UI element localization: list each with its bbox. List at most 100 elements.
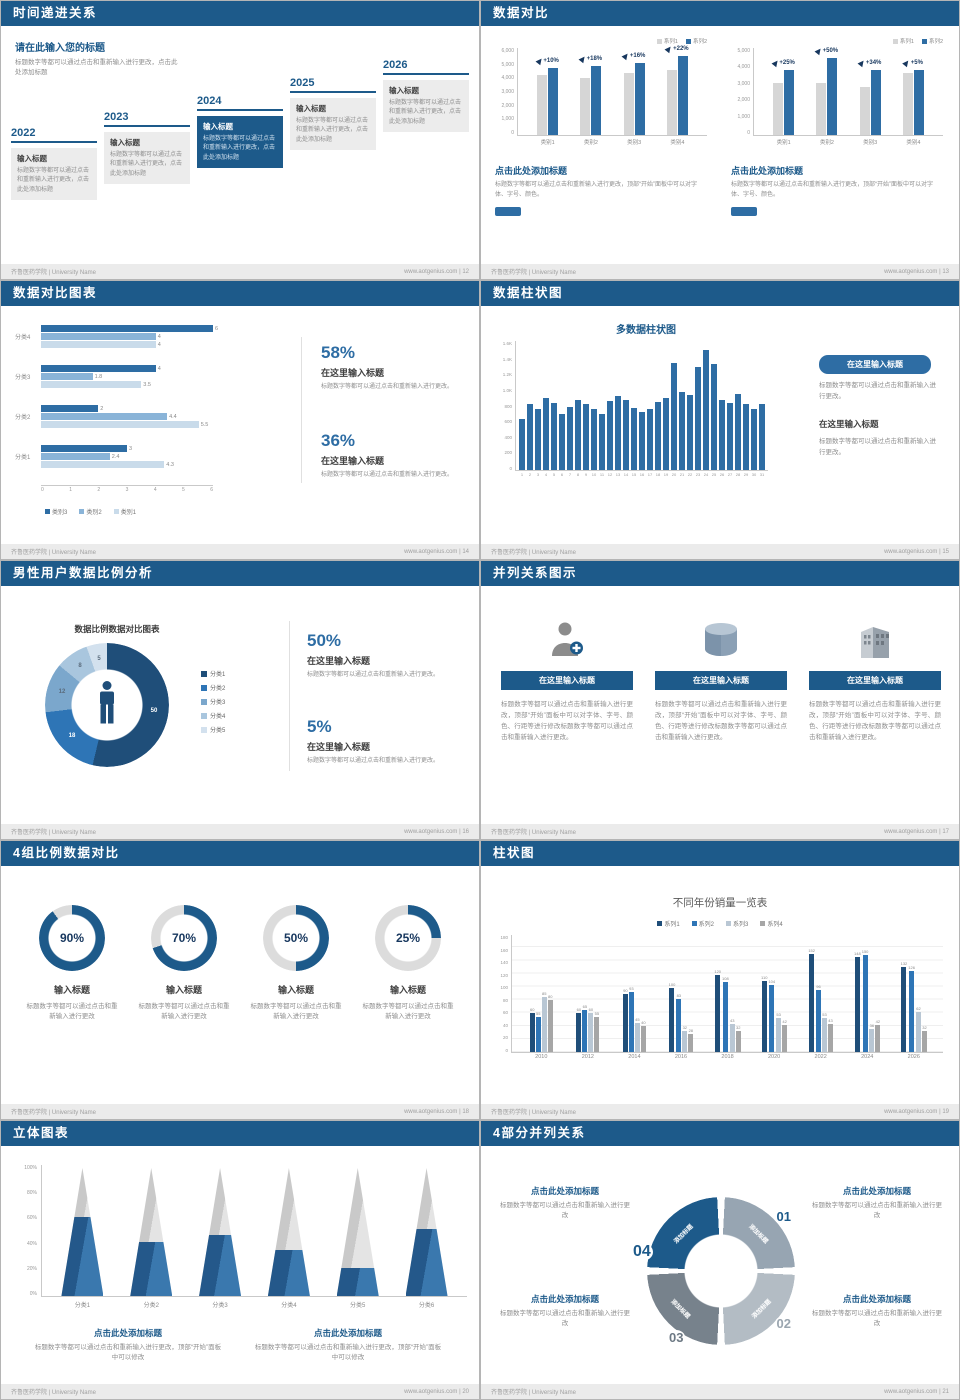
legend-label: 系列1 bbox=[899, 39, 914, 45]
caption-text: 标题数字等都可以通过点击和重新输入进行更改 bbox=[812, 1202, 942, 1220]
chart-legend: 分类1 分类2 分类3 分类4 分类5 bbox=[201, 669, 225, 739]
stat-percent: 5% bbox=[307, 717, 332, 736]
value-label: 152 bbox=[808, 948, 815, 953]
y-tick: 5,000 bbox=[501, 61, 514, 68]
y-tick: 40% bbox=[26, 1240, 37, 1247]
value-label: 4 bbox=[157, 365, 161, 372]
slide-title: 数据对比 bbox=[481, 1, 959, 26]
step-number: 02 bbox=[774, 1316, 793, 1331]
percent-label: +5% bbox=[902, 58, 923, 68]
footer-org: 齐鲁医药学院 | University Name bbox=[491, 550, 576, 556]
ring-title: 输入标题 bbox=[277, 985, 314, 995]
slide-19-grouped-bar-chart[interactable]: 柱状图 不同年份销量一览表 系列1 系列2 系列3 系列4 180 160 140 120 1… bbox=[480, 840, 960, 1120]
block-text: 标题数字等都可以通过点击和重新输入进行更改，顶部“开始”面板中可以对字体、字号、… bbox=[731, 182, 933, 198]
value-label: 4 bbox=[157, 341, 161, 348]
ring-percent: 90% bbox=[59, 931, 85, 945]
percent-label: +22% bbox=[664, 44, 689, 54]
x-tick: 2010 bbox=[535, 1054, 548, 1060]
stat-block: 58% 在这里输入标题 标题数字等都可以通过点击和重新输入进行更改。 bbox=[321, 343, 463, 393]
category-label: 分类4 bbox=[15, 335, 31, 341]
timeline-text: 标题数字等都可以通过点击和重新输入进行更改，点击此处添加标题 bbox=[389, 100, 462, 125]
x-tick: 类别2 bbox=[819, 140, 834, 146]
ring-title: 输入标题 bbox=[389, 985, 426, 995]
legend-swatch bbox=[892, 38, 898, 44]
x-tick: 2 bbox=[528, 472, 532, 477]
timeline-item: 2026 输入标题 标题数字等都可以通过点击和重新输入进行更改，点击此处添加标题 bbox=[383, 59, 469, 132]
bar bbox=[41, 333, 156, 340]
slide-14-comparison-chart[interactable]: 数据对比图表 分类4 6 4 4 分类3 4 1.8 3.5 分类2 2 4.4 5.5 分类1 3 2.4… bbox=[0, 280, 480, 560]
timeline-year: 2025 bbox=[290, 77, 376, 93]
bar bbox=[776, 1018, 782, 1052]
category-label: 分类3 bbox=[15, 375, 31, 381]
bar-group: 152 96 53 43 2022 bbox=[797, 935, 844, 1060]
parallel-item: 在这里输入标题 标题数字等都可以通过点击和重新输入进行更改，顶部“开始”面板中可… bbox=[651, 613, 791, 743]
legend-swatch bbox=[685, 38, 691, 44]
timeline-year: 2022 bbox=[11, 127, 97, 143]
stat-percent: 58% bbox=[321, 343, 356, 362]
bar bbox=[695, 367, 701, 470]
footer-page: www.aotgenius.com | 12 bbox=[404, 268, 469, 275]
value-label: 43 bbox=[729, 1018, 735, 1023]
slide-13-data-comparison[interactable]: 数据对比 系列1 系列2 6,000 5,000 4,000 3,000 2,000 1,… bbox=[480, 0, 960, 280]
caption-title: 点击此处添加标题 bbox=[530, 1186, 599, 1196]
bar bbox=[679, 392, 685, 470]
x-tick: 2022 bbox=[814, 1054, 827, 1060]
bar bbox=[902, 73, 913, 135]
ring-text: 标题数字等都可以通过点击和重新输入进行更改 bbox=[362, 1003, 454, 1021]
horizontal-bar-chart: 分类4 6 4 4 分类3 4 1.8 3.5 分类2 2 4.4 5.5 分类1 3 2.4 4.3 0 1 2 3… bbox=[15, 325, 218, 493]
bar bbox=[582, 1010, 588, 1052]
x-tick: 0 bbox=[41, 487, 44, 493]
slide-12-time-progression[interactable]: 时间递进关系 请在此输入您的标题 标题数字等都可以通过点击和重新输入进行更改，点… bbox=[0, 0, 480, 280]
divider bbox=[301, 337, 302, 483]
value-label: 108 bbox=[722, 976, 729, 981]
ring-item: 90% 输入标题 标题数字等都可以通过点击和重新输入进行更改 bbox=[19, 905, 125, 1023]
bar bbox=[588, 1013, 594, 1052]
bar bbox=[677, 56, 688, 135]
bar-group: 148 150 36 42 2024 bbox=[844, 935, 891, 1060]
x-tick: 29 bbox=[743, 472, 749, 477]
bar-group: 120 108 43 32 2018 bbox=[704, 935, 751, 1060]
slide-16-donut-analysis[interactable]: 男性用户数据比例分析 数据比例数据对比图表 50 18 12 8 5 分类1 分类2 分类3… bbox=[0, 560, 480, 840]
slide-18-ratio-rings[interactable]: 4组比例数据对比 90% 输入标题 标题数字等都可以通过点击和重新输入进行更改 … bbox=[0, 840, 480, 1120]
block-text: 标题数字等都可以通过点击和重新输入进行更改。 bbox=[819, 382, 936, 400]
y-tick: 100 bbox=[500, 985, 508, 991]
slide-21-four-part-cycle[interactable]: 4部分并列关系 点击此处添加标题 标题数字等都可以通过点击和重新输入进行更改 点… bbox=[480, 1120, 960, 1400]
slide-20-cone-chart[interactable]: 立体图表 100% 80% 60% 40% 20% 0% 分类1 分类2 分类3 分类4 分类5 分类… bbox=[0, 1120, 480, 1400]
step-number: 03 bbox=[667, 1330, 686, 1345]
value-label: 96 bbox=[816, 984, 821, 989]
bar bbox=[828, 1024, 833, 1052]
bar bbox=[722, 982, 728, 1052]
flag-icon bbox=[902, 58, 911, 68]
legend-label: 系列2 bbox=[928, 39, 943, 45]
slide-17-parallel-items[interactable]: 并列关系图示 在这里输入标题 标题数字等都可以通过点击和重新输入进行更改，顶部“… bbox=[480, 560, 960, 840]
value-label: 3 bbox=[129, 445, 133, 452]
bar bbox=[615, 396, 621, 470]
x-tick: 20 bbox=[671, 472, 677, 477]
bar bbox=[711, 364, 717, 470]
caption-title: 点击此处添加标题 bbox=[530, 1294, 599, 1304]
flag-icon bbox=[535, 56, 544, 66]
y-tick: 20% bbox=[26, 1265, 37, 1272]
bar bbox=[591, 66, 602, 135]
bar bbox=[901, 967, 907, 1052]
flag-icon bbox=[621, 51, 631, 61]
bar bbox=[41, 461, 165, 468]
timeline-year: 2024 bbox=[197, 95, 283, 111]
slide-footer: 齐鲁医药学院 | University Name www.aotgenius.c… bbox=[1, 824, 479, 839]
legend-item: 系列2 bbox=[691, 919, 714, 928]
y-tick: 1.0K bbox=[502, 387, 512, 393]
x-tick: 2 bbox=[97, 487, 101, 493]
value-label: 1.8 bbox=[94, 373, 103, 380]
footer-org: 齐鲁医药学院 | University Name bbox=[11, 1110, 96, 1116]
timeline-box: 输入标题 标题数字等都可以通过点击和重新输入进行更改，点击此处添加标题 bbox=[197, 116, 283, 168]
ring-title: 输入标题 bbox=[53, 985, 90, 995]
category-label: 分类4 bbox=[281, 1303, 297, 1309]
bar bbox=[809, 954, 815, 1052]
footer-org: 齐鲁医药学院 | University Name bbox=[491, 1110, 576, 1116]
stat-title: 在这里输入标题 bbox=[307, 742, 371, 752]
slide-title: 数据对比图表 bbox=[1, 281, 479, 306]
item-banner: 在这里输入标题 bbox=[655, 671, 787, 690]
slide-15-column-chart[interactable]: 数据柱状图 多数据柱状图 1.6K 1.4K 1.2K 1.0K 800 600 400 20… bbox=[480, 280, 960, 560]
value-label: 148 bbox=[854, 951, 861, 956]
bar-group: +25% 类别1 bbox=[762, 48, 805, 146]
